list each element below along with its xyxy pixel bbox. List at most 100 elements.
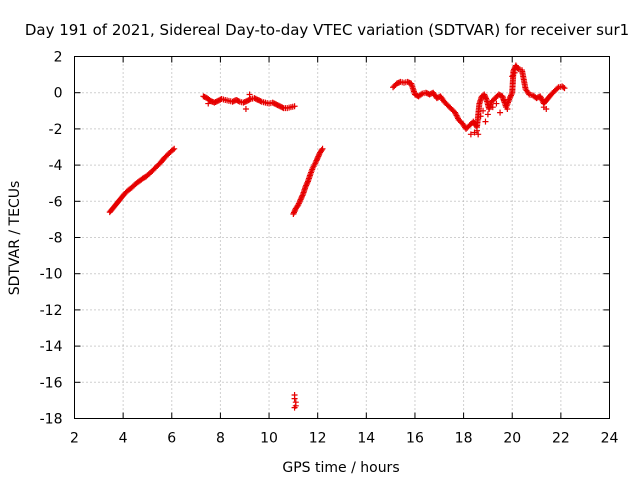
data-points bbox=[106, 62, 568, 411]
y-tick-label: -6 bbox=[49, 194, 63, 210]
data-point-interp bbox=[481, 92, 488, 99]
data-point-interp bbox=[315, 152, 322, 159]
data-point bbox=[493, 100, 500, 107]
data-point-interp bbox=[246, 96, 253, 103]
data-point bbox=[484, 111, 491, 118]
x-tick-label: 16 bbox=[406, 431, 424, 447]
x-tick-labels: 2 4 6 8 10 12 14 16 18 20 22 24 bbox=[70, 431, 618, 447]
x-tick-label: 6 bbox=[167, 431, 176, 447]
y-tick-label: -18 bbox=[40, 412, 63, 428]
data-point-interp bbox=[296, 199, 303, 206]
y-tick-label: -16 bbox=[40, 375, 63, 391]
x-tick-label: 12 bbox=[309, 431, 327, 447]
axis-ticks bbox=[74, 56, 610, 419]
series-arc2-outliers bbox=[205, 91, 253, 112]
x-tick-label: 10 bbox=[260, 431, 278, 447]
data-point-interp bbox=[257, 98, 264, 105]
data-point bbox=[506, 95, 513, 102]
x-tick-label: 18 bbox=[455, 431, 473, 447]
data-point bbox=[302, 183, 309, 190]
y-tick-label: -4 bbox=[49, 158, 63, 174]
data-point bbox=[561, 85, 568, 92]
data-point-interp bbox=[483, 95, 490, 102]
data-point-interp bbox=[312, 158, 319, 165]
y-tick-label: 2 bbox=[54, 50, 63, 66]
data-point-interp bbox=[235, 98, 242, 105]
data-point-interp bbox=[303, 182, 310, 189]
data-point-interp bbox=[279, 104, 286, 111]
data-point bbox=[477, 113, 484, 120]
data-point bbox=[509, 73, 516, 80]
y-tick-label: -14 bbox=[40, 339, 63, 355]
data-point-interp bbox=[303, 181, 310, 188]
data-point bbox=[497, 109, 504, 116]
data-point bbox=[291, 103, 298, 110]
data-point-interp bbox=[508, 92, 515, 99]
x-axis-label: GPS time / hours bbox=[282, 460, 399, 476]
data-point-interp bbox=[313, 157, 320, 164]
y-tick-label: 0 bbox=[54, 86, 63, 102]
data-point bbox=[314, 154, 321, 161]
data-point bbox=[500, 96, 507, 103]
x-tick-label: 4 bbox=[119, 431, 128, 447]
data-point-interp bbox=[298, 195, 305, 202]
data-point bbox=[171, 145, 178, 152]
data-point-interp bbox=[299, 192, 306, 199]
data-point bbox=[319, 145, 326, 152]
y-tick-label: -10 bbox=[40, 267, 63, 283]
data-point bbox=[543, 105, 550, 112]
data-point bbox=[295, 201, 302, 208]
data-point-interp bbox=[418, 91, 425, 98]
grid bbox=[74, 56, 610, 419]
data-point bbox=[473, 127, 480, 134]
data-point-interp bbox=[318, 147, 325, 154]
data-point bbox=[290, 210, 297, 217]
data-point-interp bbox=[295, 200, 302, 207]
x-tick-label: 2 bbox=[70, 431, 79, 447]
data-point bbox=[312, 160, 319, 167]
data-point-interp bbox=[297, 197, 304, 204]
series-arc3 bbox=[290, 145, 326, 217]
x-tick-label: 14 bbox=[357, 431, 375, 447]
data-point-interp bbox=[304, 179, 311, 186]
data-point-interp bbox=[290, 209, 297, 216]
data-point-interp bbox=[315, 153, 322, 160]
data-point-interp bbox=[291, 208, 298, 215]
data-point bbox=[489, 104, 496, 111]
data-point bbox=[511, 69, 518, 76]
series-arc3-outliers bbox=[291, 391, 299, 411]
data-point-interp bbox=[508, 91, 515, 98]
chart-title: Day 191 of 2021, Sidereal Day-to-day VTE… bbox=[25, 21, 629, 39]
data-point-interp bbox=[298, 193, 305, 200]
data-point bbox=[246, 91, 253, 98]
y-tick-label: -2 bbox=[49, 122, 63, 138]
x-tick-label: 8 bbox=[216, 431, 225, 447]
data-point bbox=[291, 404, 298, 411]
data-point-interp bbox=[554, 85, 561, 92]
series-arc4-scatter bbox=[467, 69, 550, 138]
data-point bbox=[504, 105, 511, 112]
data-point-interp bbox=[482, 94, 489, 101]
series-arc4 bbox=[390, 62, 568, 132]
data-point bbox=[467, 131, 474, 138]
y-tick-label: -12 bbox=[40, 303, 63, 319]
data-point bbox=[475, 131, 482, 138]
data-point bbox=[480, 107, 487, 114]
data-point-interp bbox=[560, 84, 567, 91]
x-tick-label: 22 bbox=[552, 431, 570, 447]
series-arc1 bbox=[106, 145, 178, 216]
data-point bbox=[205, 100, 212, 107]
x-tick-label: 20 bbox=[503, 431, 521, 447]
y-tick-labels: 2 0 -2 -4 -6 -8 -10 -12 -14 -16 -18 bbox=[40, 50, 63, 428]
y-axis-label: SDTVAR / TECUs bbox=[7, 181, 23, 296]
data-point-interp bbox=[507, 93, 514, 100]
y-tick-label: -8 bbox=[49, 231, 63, 247]
x-tick-label: 24 bbox=[601, 431, 619, 447]
data-point-interp bbox=[314, 156, 321, 163]
data-point bbox=[242, 105, 249, 112]
data-point bbox=[482, 118, 489, 125]
series-arc2 bbox=[200, 93, 298, 112]
data-point-interp bbox=[169, 146, 176, 153]
data-point bbox=[481, 91, 488, 98]
